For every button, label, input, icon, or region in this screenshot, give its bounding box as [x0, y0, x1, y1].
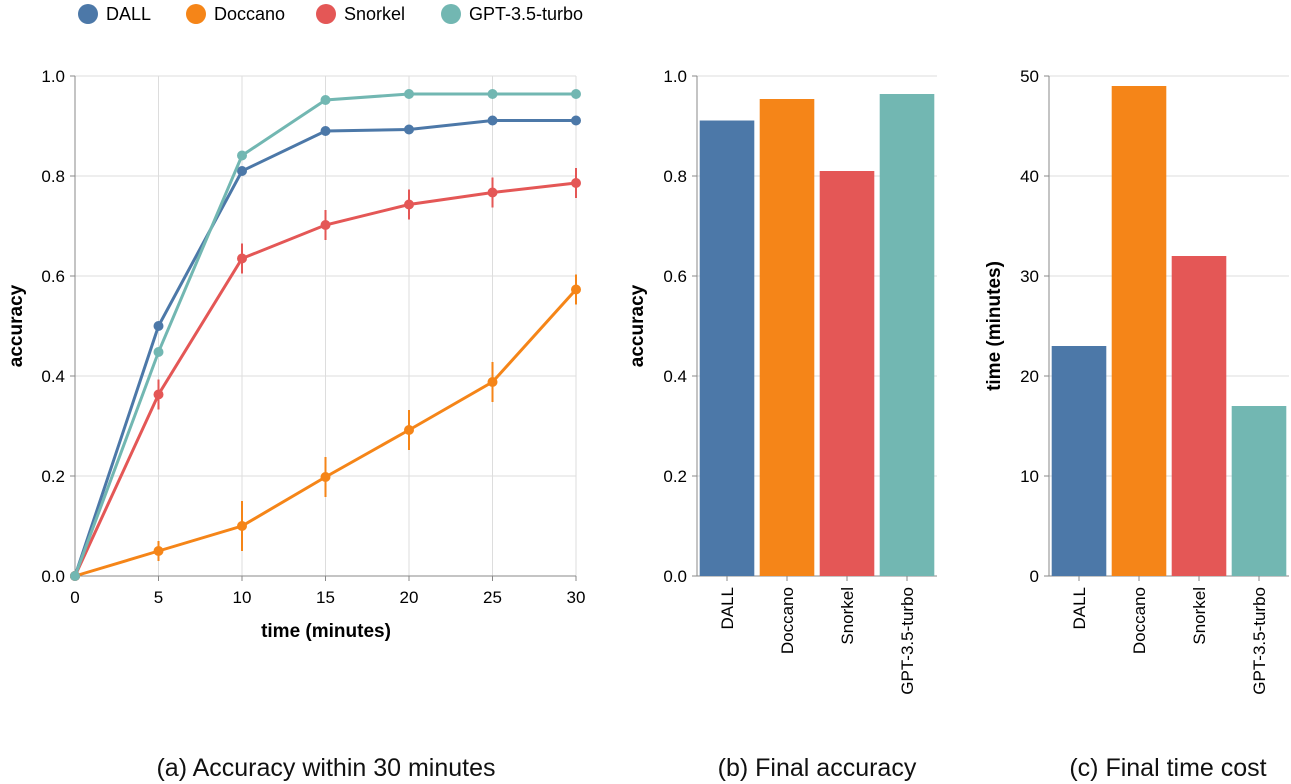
- data-point-gpt-3-5-turbo: [571, 89, 581, 99]
- data-point-snorkel: [320, 220, 331, 230]
- final-time-bar-doccano: [1111, 86, 1167, 576]
- final-time-y-tick-label: 10: [1020, 467, 1039, 486]
- final-accuracy-marks: [699, 94, 935, 576]
- line-chart-axes: 0.0 0.2 0.4 0.6 0.8 1.0 0 5 10 15 20 25 30: [41, 67, 585, 607]
- final-time-y-tick-label: 20: [1020, 367, 1039, 386]
- caption-c: (c) Final time cost: [1069, 754, 1266, 782]
- legend-swatch-dall: [78, 4, 98, 24]
- final-time-marks: [1051, 86, 1287, 576]
- line-chart-x-tick-label: 0: [70, 588, 79, 607]
- legend-swatch-doccano: [186, 4, 206, 24]
- final-accuracy-y-title: accuracy: [627, 284, 648, 367]
- data-point-doccano: [320, 472, 331, 482]
- final-time-x-tick-label: GPT-3.5-turbo: [1250, 587, 1269, 695]
- data-point-dall: [153, 321, 164, 331]
- data-point-gpt-3-5-turbo: [153, 347, 164, 357]
- line-chart-y-tick-label: 1.0: [41, 67, 65, 86]
- final-time-panel: 0 10 20 30 40 50 DALL Doccano Snorkel GPT-3.5-tur…: [984, 67, 1289, 695]
- data-point-dall: [487, 115, 498, 126]
- data-point-doccano: [237, 521, 247, 531]
- final-accuracy-x-tick-label: DALL: [718, 587, 737, 630]
- data-point-gpt-3-5-turbo: [404, 89, 414, 99]
- final-accuracy-bar-dall: [699, 120, 755, 576]
- final-accuracy-bar-doccano: [759, 99, 815, 576]
- final-time-x-tick-label: Snorkel: [1190, 587, 1209, 645]
- data-point-snorkel: [153, 389, 164, 400]
- line-chart-grid: [74, 75, 577, 577]
- final-time-y-tick-label: 50: [1020, 67, 1039, 86]
- data-point-doccano: [153, 546, 164, 556]
- data-point-gpt-3-5-turbo: [237, 150, 247, 161]
- final-accuracy-y-tick-label: 0.2: [663, 467, 687, 486]
- line-chart-y-tick-label: 0.0: [41, 567, 65, 586]
- line-chart-y-tick-label: 0.6: [41, 267, 65, 286]
- line-chart-x-tick-label: 5: [154, 588, 163, 607]
- data-point-gpt-3-5-turbo: [70, 571, 80, 581]
- final-accuracy-x-tick-label: GPT-3.5-turbo: [898, 587, 917, 695]
- legend-swatch-snorkel: [316, 4, 336, 24]
- final-accuracy-y-tick-label: 0.6: [663, 267, 687, 286]
- line-chart-y-title: accuracy: [6, 284, 27, 367]
- data-point-gpt-3-5-turbo: [320, 95, 331, 105]
- legend: DALL Doccano Snorkel GPT-3.5-turbo: [78, 4, 583, 24]
- line-chart-panel: 0.0 0.2 0.4 0.6 0.8 1.0 0 5 10 15 20 25 30 time (min…: [6, 67, 585, 642]
- data-point-dall: [320, 126, 331, 136]
- legend-label-gpt: GPT-3.5-turbo: [469, 4, 583, 24]
- series-doccano: [70, 274, 581, 581]
- legend-item-gpt[interactable]: GPT-3.5-turbo: [441, 4, 583, 24]
- line-chart-x-tick-label: 10: [233, 588, 252, 607]
- line-chart-x-tick-label: 30: [567, 588, 586, 607]
- data-point-dall: [237, 166, 247, 176]
- final-accuracy-bar-snorkel: [819, 171, 875, 576]
- final-time-y-tick-label: 30: [1020, 267, 1039, 286]
- final-accuracy-panel: 0.0 0.2 0.4 0.6 0.8 1.0 DALL Doccano Snorkel GPT-…: [627, 67, 937, 695]
- line-chart-y-tick-label: 0.4: [41, 367, 65, 386]
- line-chart-x-tick-label: 25: [483, 588, 502, 607]
- legend-swatch-gpt: [441, 4, 461, 24]
- final-time-bar-dall: [1051, 346, 1107, 576]
- final-accuracy-y-tick-label: 1.0: [663, 67, 687, 86]
- final-time-x-tick-label: Doccano: [1130, 587, 1149, 654]
- line-chart-marks: [70, 89, 581, 581]
- legend-label-doccano: Doccano: [214, 4, 285, 24]
- final-accuracy-y-tick-label: 0.4: [663, 367, 687, 386]
- final-time-x-tick-label: DALL: [1070, 587, 1089, 630]
- data-point-snorkel: [237, 253, 247, 264]
- series-gpt-3-5-turbo: [70, 89, 581, 581]
- final-time-y-tick-label: 40: [1020, 167, 1039, 186]
- data-point-doccano: [487, 377, 498, 387]
- final-time-bar-snorkel: [1171, 256, 1227, 576]
- data-point-gpt-3-5-turbo: [487, 89, 498, 99]
- caption-b: (b) Final accuracy: [718, 754, 917, 782]
- final-accuracy-axes: 0.0 0.2 0.4 0.6 0.8 1.0 DALL Doccano Snorkel GPT-…: [663, 67, 937, 695]
- line-chart-x-tick-label: 20: [400, 588, 419, 607]
- data-point-dall: [571, 115, 581, 126]
- line-chart-x-title: time (minutes): [261, 621, 391, 642]
- data-point-doccano: [571, 284, 581, 295]
- legend-label-snorkel: Snorkel: [344, 4, 405, 24]
- legend-label-dall: DALL: [106, 4, 151, 24]
- final-accuracy-x-tick-label: Snorkel: [838, 587, 857, 645]
- final-time-y-tick-label: 0: [1030, 567, 1039, 586]
- legend-item-snorkel[interactable]: Snorkel: [316, 4, 405, 24]
- line-chart-y-tick-label: 0.8: [41, 167, 65, 186]
- line-chart-y-tick-label: 0.2: [41, 467, 65, 486]
- data-point-dall: [404, 124, 414, 135]
- data-point-snorkel: [487, 187, 498, 198]
- final-time-bar-gpt-3-5-turbo: [1231, 406, 1287, 576]
- final-accuracy-x-tick-label: Doccano: [778, 587, 797, 654]
- caption-a: (a) Accuracy within 30 minutes: [156, 754, 495, 782]
- data-point-snorkel: [571, 178, 581, 188]
- legend-item-dall[interactable]: DALL: [78, 4, 151, 24]
- data-point-doccano: [404, 425, 414, 435]
- final-time-y-title: time (minutes): [984, 261, 1005, 391]
- line-chart-x-tick-label: 15: [316, 588, 335, 607]
- data-point-snorkel: [404, 199, 414, 210]
- final-accuracy-y-tick-label: 0.0: [663, 567, 687, 586]
- final-accuracy-bar-gpt-3-5-turbo: [879, 94, 935, 576]
- legend-item-doccano[interactable]: Doccano: [186, 4, 285, 24]
- final-accuracy-y-tick-label: 0.8: [663, 167, 687, 186]
